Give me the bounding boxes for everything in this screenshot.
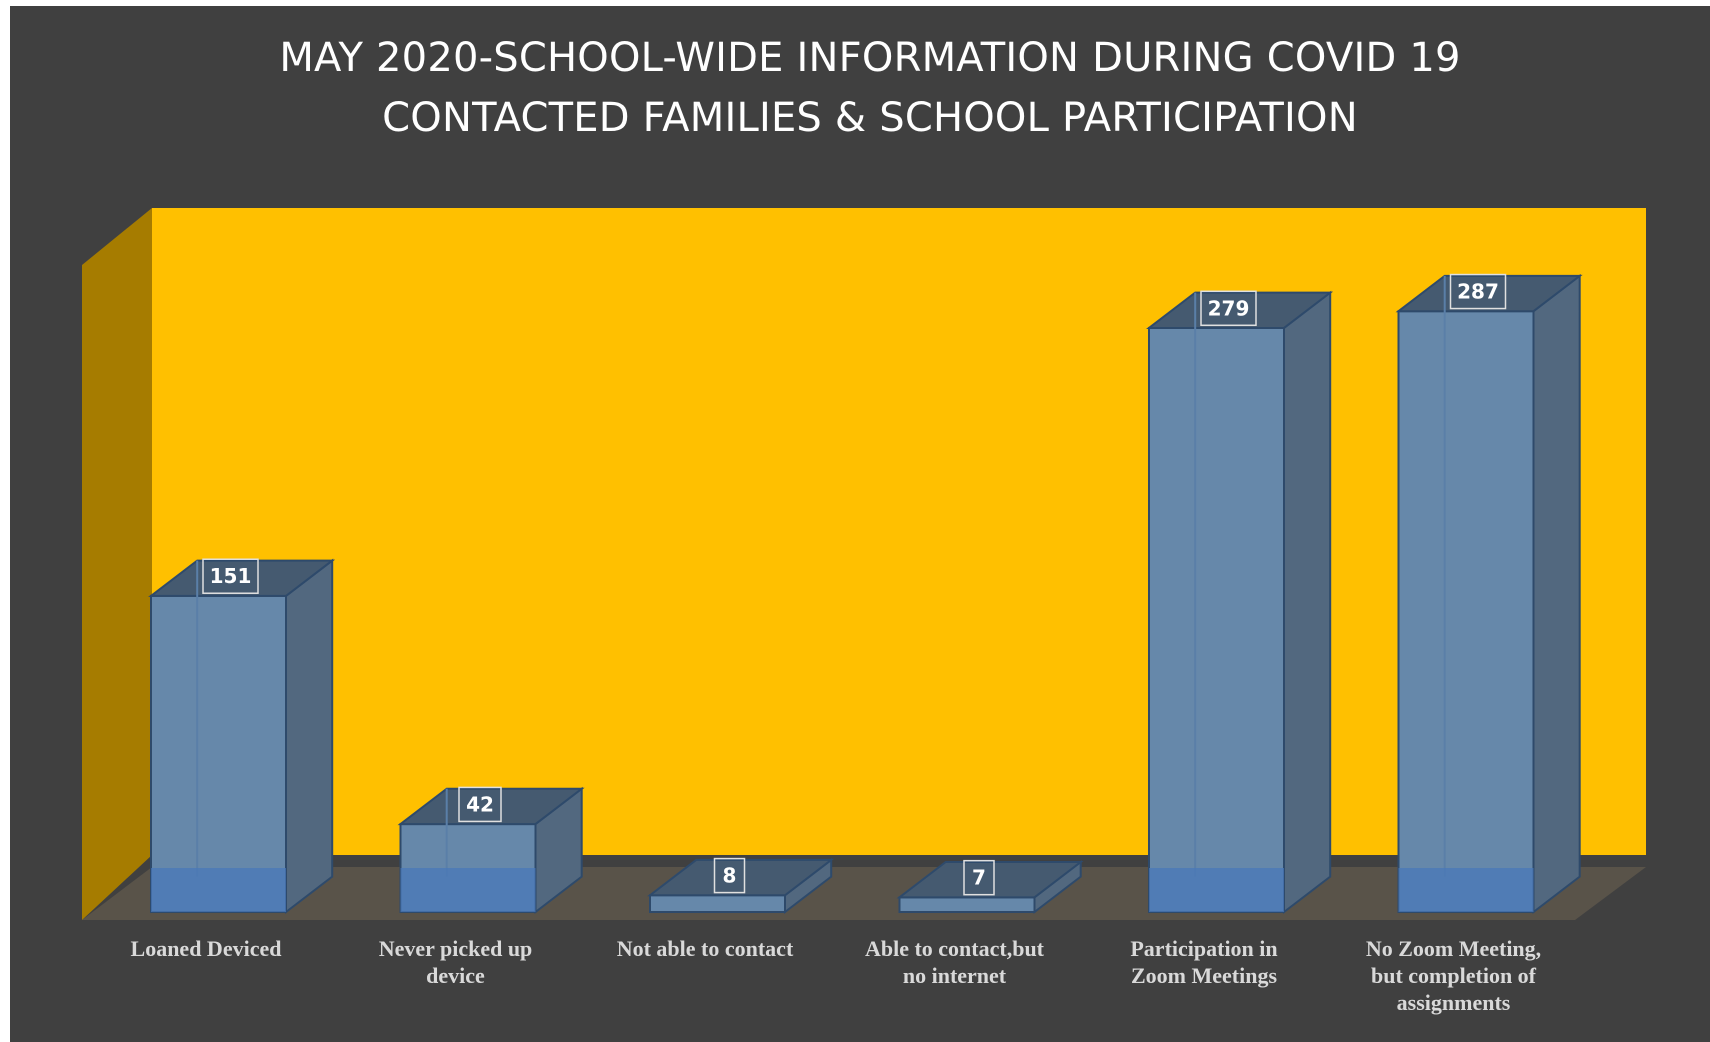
category-label: no internet: [903, 963, 1007, 988]
bar-top: [647, 858, 835, 897]
category-label: device: [426, 963, 485, 988]
data-label-box: [713, 857, 746, 894]
chart-subtitle: CONTACTED FAMILIES & SCHOOL PARTICIPATIO…: [382, 95, 1358, 141]
category-label: Never picked up: [379, 936, 533, 961]
bar-top: [896, 861, 1084, 899]
bar-front: [1397, 310, 1535, 914]
category-label: Not able to contact: [617, 936, 794, 961]
data-label: 279: [1208, 296, 1250, 320]
data-label-box: [458, 786, 502, 823]
data-label: 42: [466, 792, 494, 816]
category-label: assignments: [1397, 990, 1511, 1015]
data-label: 151: [210, 564, 252, 588]
bar-base: [1149, 868, 1284, 912]
data-label: 7: [972, 866, 986, 890]
bar-side: [285, 558, 334, 915]
data-label-box: [202, 558, 259, 594]
side-wall: [82, 208, 152, 920]
category-label: Participation in: [1130, 936, 1277, 961]
category-label: No Zoom Meeting,: [1366, 936, 1541, 961]
category-label: Able to contact,but: [865, 936, 1045, 961]
bar-base: [151, 868, 286, 912]
bar-front: [150, 594, 287, 913]
category-label: Zoom Meetings: [1131, 963, 1277, 988]
chart-title: MAY 2020-SCHOOL-WIDE INFORMATION DURING …: [0, 28, 1710, 148]
chart-title-line-1: MAY 2020-SCHOOL-WIDE INFORMATION DURING …: [279, 35, 1461, 81]
data-label-box: [1200, 290, 1257, 327]
bar-base: [400, 868, 536, 912]
data-label-box: [963, 859, 995, 896]
bar-side: [1532, 273, 1581, 915]
data-label-box: [1449, 273, 1507, 310]
category-label: but completion of: [1371, 963, 1537, 988]
data-label: 8: [723, 864, 737, 888]
data-label: 287: [1457, 280, 1499, 304]
bar-base: [1398, 868, 1534, 912]
bar-side: [1283, 290, 1332, 915]
bar-front: [1148, 326, 1285, 913]
category-label: Loaned Deviced: [131, 936, 282, 961]
